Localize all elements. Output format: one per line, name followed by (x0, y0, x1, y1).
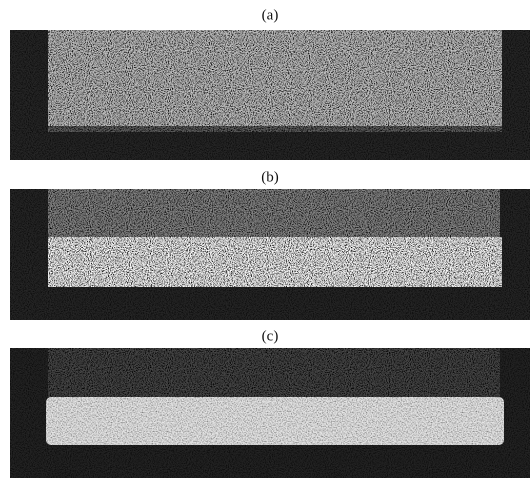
panel-image (10, 30, 530, 160)
panel-label: (c) (262, 328, 279, 344)
panel-label: (a) (262, 7, 279, 23)
panel-label: (b) (261, 169, 279, 185)
panel-image (10, 189, 530, 320)
panel-image (10, 348, 530, 478)
